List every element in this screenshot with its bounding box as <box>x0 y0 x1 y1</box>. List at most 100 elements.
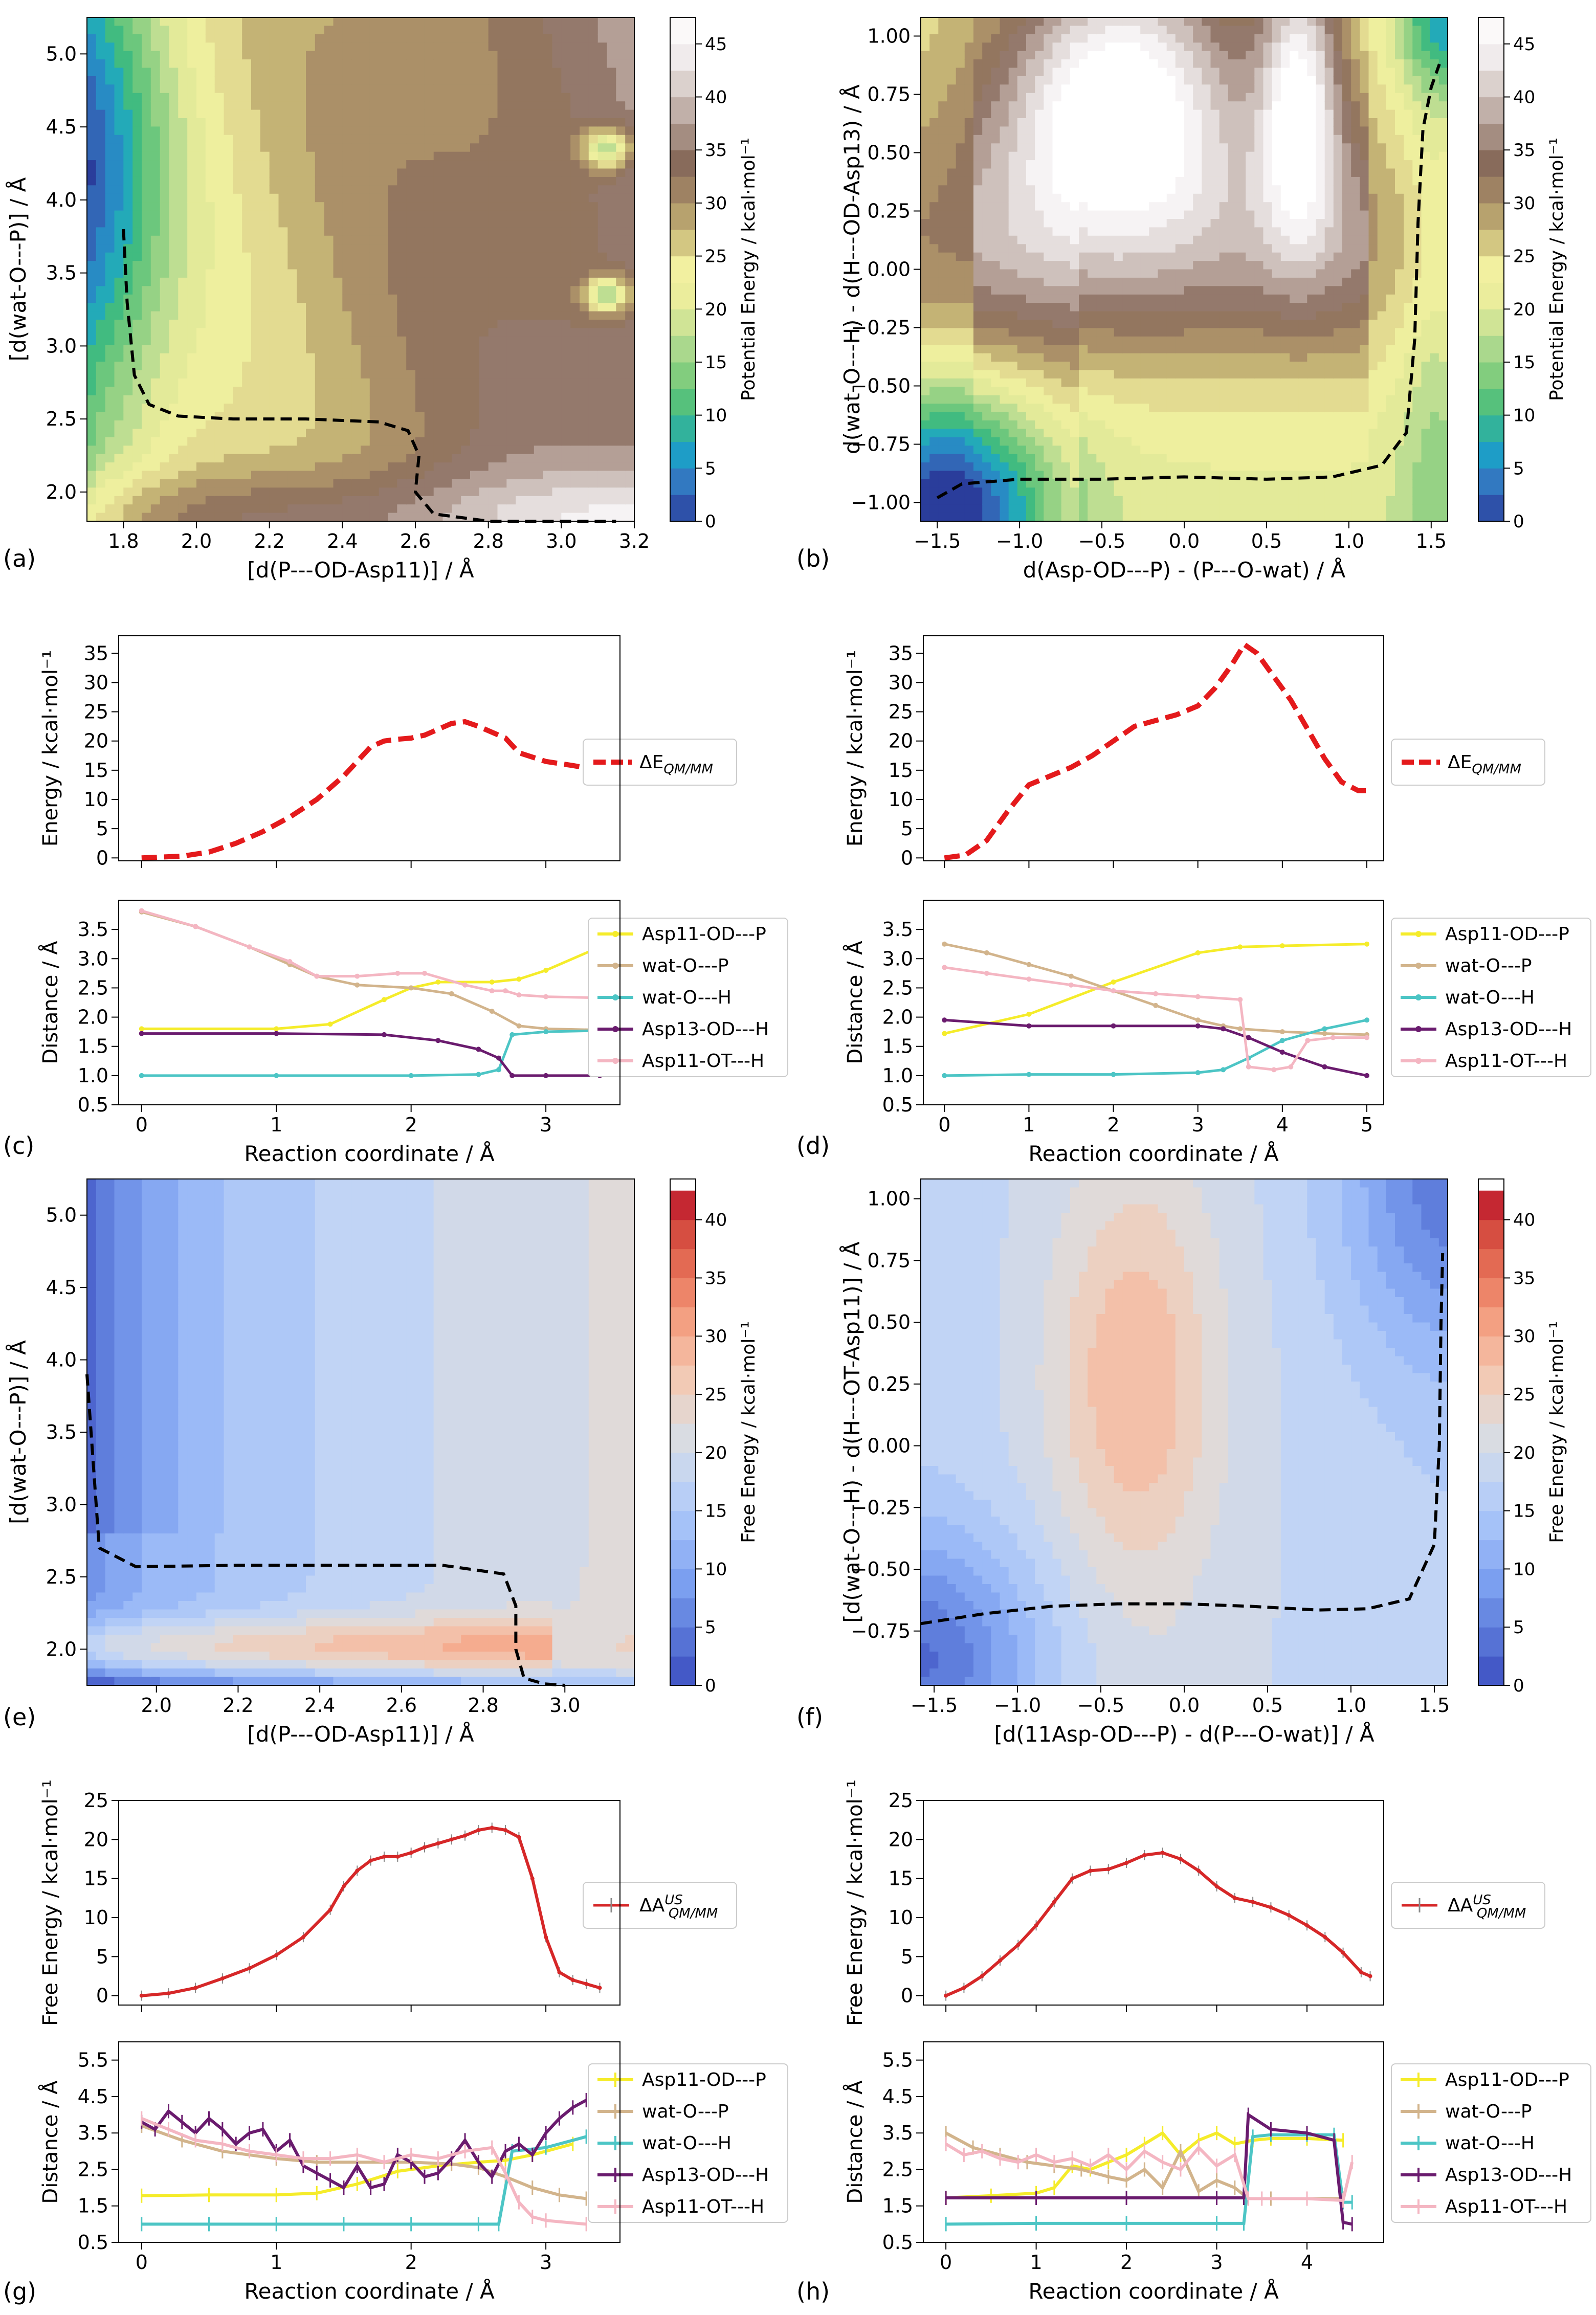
heatmap-cell <box>379 336 389 345</box>
heatmap-cell <box>388 504 398 514</box>
heatmap-cell <box>150 513 161 522</box>
heatmap-cell <box>132 118 142 127</box>
heatmap-cell <box>956 387 965 396</box>
heatmap-cell <box>1052 219 1062 228</box>
heatmap-cell <box>452 235 461 244</box>
heatmap-cell <box>251 34 261 43</box>
heatmap-cell <box>1079 387 1088 396</box>
heatmap-cell <box>233 101 242 110</box>
heatmap-cell <box>1105 219 1115 228</box>
heatmap-cell <box>956 353 965 362</box>
heatmap-cell <box>224 370 234 379</box>
heatmap-cell <box>150 336 161 345</box>
heatmap-cell <box>461 370 471 379</box>
heatmap-cell <box>150 446 161 455</box>
heatmap-cell <box>470 76 480 85</box>
heatmap-cell <box>982 370 992 379</box>
heatmap-cell <box>1017 59 1027 69</box>
heatmap-cell <box>178 160 188 169</box>
heatmap-cell <box>570 437 580 446</box>
heatmap-cell <box>214 143 225 152</box>
heatmap-cell <box>233 59 242 69</box>
heatmap-cell <box>379 93 389 102</box>
heatmap-cell <box>625 26 635 35</box>
heatmap-cell <box>938 109 948 119</box>
heatmap-cell <box>580 294 589 303</box>
heatmap-cell <box>956 160 965 169</box>
heatmap-cell <box>224 176 234 186</box>
heatmap-cell <box>597 143 608 152</box>
heatmap-cell <box>1079 320 1088 329</box>
heatmap-cell <box>433 429 444 438</box>
heatmap-cell <box>534 227 544 236</box>
heatmap-cell <box>570 76 580 85</box>
heatmap-cell <box>388 437 398 446</box>
heatmap-cell <box>1044 471 1053 480</box>
heatmap-cell <box>96 185 106 194</box>
heatmap-cell <box>233 462 242 472</box>
heatmap-cell <box>1052 370 1062 379</box>
heatmap-cell <box>1061 235 1071 244</box>
heatmap-cell <box>973 176 983 186</box>
heatmap-cell <box>123 34 133 43</box>
heatmap-cell <box>561 487 571 497</box>
heatmap-cell <box>488 151 498 161</box>
heatmap-cell <box>424 269 434 278</box>
heatmap-cell <box>433 420 444 430</box>
heatmap-cell <box>956 126 965 136</box>
heatmap-cell <box>625 353 635 362</box>
heatmap-cell <box>580 454 589 463</box>
heatmap-cell <box>561 336 571 345</box>
heatmap-cell <box>938 429 948 438</box>
heatmap-cell <box>938 378 948 388</box>
heatmap-cell <box>351 193 361 203</box>
heatmap-cell <box>187 235 197 244</box>
heatmap-cell <box>461 160 471 169</box>
heatmap-cell <box>525 277 535 287</box>
heatmap-cell <box>921 84 930 94</box>
heatmap-cell <box>205 328 215 337</box>
heatmap-cell <box>973 219 983 228</box>
heatmap-cell <box>1017 252 1027 261</box>
heatmap-cell <box>973 252 983 261</box>
heatmap-cell <box>379 353 389 362</box>
heatmap-cell <box>534 185 544 194</box>
heatmap-cell <box>315 496 325 505</box>
heatmap-cell <box>361 76 370 85</box>
heatmap-cell <box>442 437 453 446</box>
heatmap-cell <box>260 176 270 186</box>
heatmap-cell <box>315 479 325 488</box>
heatmap-cell <box>956 277 965 287</box>
heatmap-cell <box>251 261 261 270</box>
heatmap-cell <box>433 118 444 127</box>
heatmap-cell <box>1008 193 1018 203</box>
heatmap-cell <box>991 160 1001 169</box>
heatmap-cell <box>278 362 289 371</box>
heatmap-cell <box>251 362 261 371</box>
heatmap-cell <box>452 303 461 312</box>
heatmap-cell <box>570 93 580 102</box>
heatmap-cell <box>552 210 562 219</box>
heatmap-cell <box>388 210 398 219</box>
heatmap-cell <box>406 126 416 136</box>
heatmap-cell <box>506 294 516 303</box>
heatmap-cell <box>991 168 1001 177</box>
heatmap-cell <box>415 269 425 278</box>
heatmap-cell <box>452 353 461 362</box>
heatmap-cell <box>552 487 562 497</box>
heatmap-cell <box>921 311 930 320</box>
heatmap-cell <box>297 151 306 161</box>
heatmap-cell <box>479 109 489 119</box>
heatmap-cell <box>306 345 316 354</box>
heatmap-cell <box>1044 328 1053 337</box>
heatmap-cell <box>616 210 626 219</box>
heatmap-cell <box>1017 286 1027 295</box>
heatmap-cell <box>269 462 279 472</box>
heatmap-cell <box>379 51 389 60</box>
heatmap-cell <box>260 76 270 85</box>
heatmap-cell <box>205 269 215 278</box>
panel-label-h: (h) <box>796 2278 830 2305</box>
heatmap-cell <box>616 93 626 102</box>
heatmap-cell <box>132 160 142 169</box>
heatmap-cell <box>543 404 553 413</box>
